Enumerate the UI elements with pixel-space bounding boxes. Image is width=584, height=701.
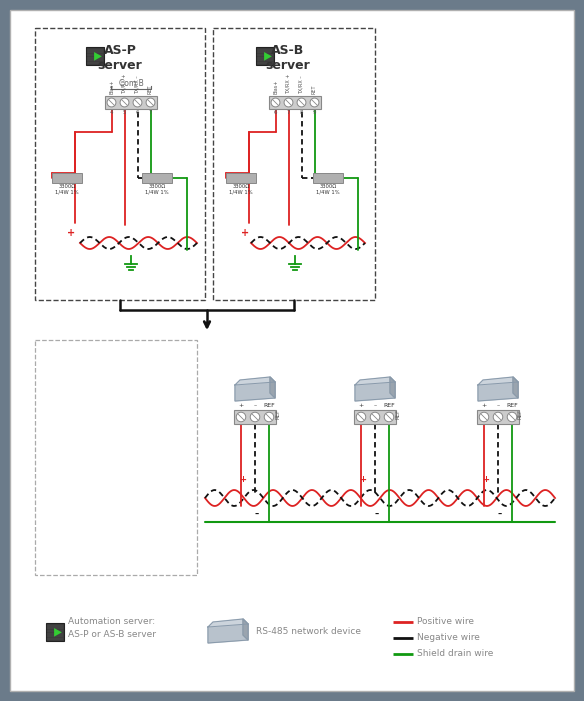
- Bar: [477, 410, 519, 424]
- Text: Shield drain wire: Shield drain wire: [417, 650, 493, 658]
- Bar: [36, 29, 204, 299]
- Text: +: +: [238, 403, 244, 408]
- Text: +: +: [482, 475, 489, 484]
- Circle shape: [264, 412, 274, 422]
- Circle shape: [507, 412, 517, 422]
- Polygon shape: [355, 377, 395, 385]
- Text: 8: 8: [300, 111, 303, 116]
- Text: –: –: [373, 403, 377, 408]
- Text: REF: REF: [263, 403, 275, 408]
- Text: TX/RX +: TX/RX +: [286, 74, 291, 94]
- Text: 6: 6: [135, 111, 139, 116]
- Polygon shape: [208, 619, 248, 627]
- Text: +: +: [67, 228, 75, 238]
- Text: 7: 7: [287, 111, 290, 116]
- Text: +: +: [481, 403, 486, 408]
- Text: +: +: [359, 403, 364, 408]
- Text: +: +: [239, 475, 246, 484]
- Text: REF: REF: [395, 409, 400, 419]
- Text: –: –: [496, 403, 499, 408]
- Bar: [214, 29, 374, 299]
- Polygon shape: [54, 628, 62, 637]
- Bar: [35, 340, 197, 575]
- Text: 3300Ω
1/4W 1%: 3300Ω 1/4W 1%: [145, 184, 169, 194]
- Text: Bias+: Bias+: [273, 80, 278, 94]
- Circle shape: [107, 98, 116, 107]
- Polygon shape: [478, 377, 518, 385]
- Circle shape: [146, 98, 155, 107]
- Circle shape: [384, 412, 394, 422]
- Text: –: –: [253, 403, 256, 408]
- Text: AS-B
server: AS-B server: [266, 44, 310, 72]
- Bar: [35, 28, 205, 300]
- Bar: [46, 623, 64, 641]
- Polygon shape: [208, 624, 248, 643]
- Bar: [52, 173, 82, 183]
- Text: REF: REF: [506, 403, 518, 408]
- Circle shape: [237, 412, 246, 422]
- Circle shape: [479, 412, 489, 422]
- Text: 3300Ω
1/4W 1%: 3300Ω 1/4W 1%: [229, 184, 253, 194]
- Text: REF: REF: [275, 409, 280, 419]
- Circle shape: [310, 98, 319, 107]
- Text: RET: RET: [312, 85, 317, 94]
- Text: TX/RX –: TX/RX –: [299, 75, 304, 94]
- Bar: [234, 410, 276, 424]
- Circle shape: [356, 412, 366, 422]
- Text: RS-485 network device: RS-485 network device: [256, 627, 361, 637]
- Text: –: –: [255, 510, 259, 519]
- Bar: [105, 96, 157, 109]
- Polygon shape: [94, 52, 102, 61]
- Text: Bias+: Bias+: [109, 80, 114, 94]
- Polygon shape: [235, 377, 275, 385]
- Bar: [313, 173, 343, 183]
- Text: +: +: [360, 475, 367, 484]
- Bar: [256, 47, 274, 65]
- Text: Negative wire: Negative wire: [417, 634, 480, 643]
- Bar: [86, 47, 104, 65]
- Circle shape: [297, 98, 306, 107]
- Polygon shape: [270, 377, 275, 398]
- Text: Automation server:
AS-P or AS-B server: Automation server: AS-P or AS-B server: [68, 618, 156, 639]
- Text: TX/RX +: TX/RX +: [122, 74, 127, 94]
- Text: TX/RX –: TX/RX –: [135, 75, 140, 94]
- Text: –: –: [498, 510, 502, 519]
- Text: AS-P
server: AS-P server: [98, 44, 142, 72]
- Circle shape: [120, 98, 129, 107]
- Polygon shape: [513, 377, 518, 398]
- Polygon shape: [390, 377, 395, 398]
- Text: REF: REF: [383, 403, 395, 408]
- Polygon shape: [243, 619, 248, 640]
- Circle shape: [133, 98, 142, 107]
- Text: 9: 9: [313, 111, 317, 116]
- Polygon shape: [264, 52, 272, 61]
- Text: 7: 7: [149, 111, 152, 116]
- Text: –: –: [375, 510, 379, 519]
- Text: +: +: [241, 228, 249, 238]
- Polygon shape: [235, 382, 275, 401]
- Text: 4: 4: [110, 111, 113, 116]
- Text: RET: RET: [148, 85, 153, 94]
- Bar: [142, 173, 172, 183]
- Text: 5: 5: [123, 111, 126, 116]
- Text: REF: REF: [518, 409, 523, 419]
- Bar: [354, 410, 396, 424]
- Polygon shape: [355, 382, 395, 401]
- Circle shape: [284, 98, 293, 107]
- Text: 3300Ω
1/4W 1%: 3300Ω 1/4W 1%: [316, 184, 340, 194]
- Circle shape: [271, 98, 280, 107]
- Text: 3300Ω
1/4W 1%: 3300Ω 1/4W 1%: [55, 184, 79, 194]
- Circle shape: [250, 412, 260, 422]
- Text: Com B: Com B: [119, 79, 144, 88]
- Text: Positive wire: Positive wire: [417, 618, 474, 627]
- Bar: [269, 96, 321, 109]
- Text: 6: 6: [274, 111, 277, 116]
- Bar: [226, 173, 256, 183]
- Circle shape: [493, 412, 503, 422]
- Polygon shape: [478, 382, 518, 401]
- Circle shape: [370, 412, 380, 422]
- Bar: [213, 28, 375, 300]
